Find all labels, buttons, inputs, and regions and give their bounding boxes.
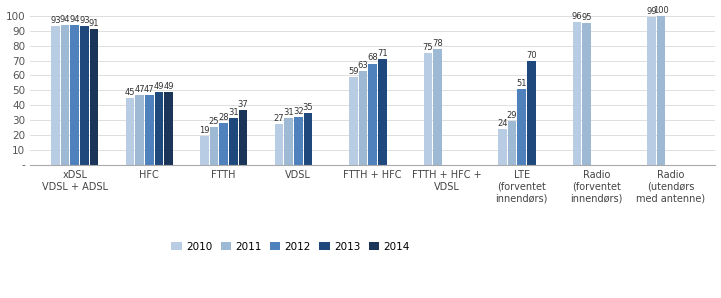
Text: 31: 31	[283, 108, 294, 117]
Bar	[51, 26, 60, 164]
Text: 31: 31	[228, 108, 239, 117]
Text: 94: 94	[69, 15, 80, 24]
Text: 32: 32	[293, 107, 304, 116]
Text: 28: 28	[218, 113, 229, 122]
Bar	[359, 71, 367, 164]
Bar	[210, 128, 218, 164]
Bar	[294, 117, 303, 164]
Text: 29: 29	[507, 111, 517, 120]
Text: 95: 95	[581, 13, 592, 22]
Bar	[424, 53, 432, 164]
Bar	[90, 29, 98, 164]
Bar	[200, 136, 208, 164]
Text: 51: 51	[516, 79, 527, 88]
Bar	[518, 89, 526, 164]
Bar	[239, 110, 247, 164]
Text: 37: 37	[238, 100, 249, 108]
Bar	[433, 49, 442, 164]
Text: 47: 47	[134, 85, 145, 94]
Text: 100: 100	[653, 6, 669, 15]
Bar	[304, 113, 312, 164]
Text: 49: 49	[164, 82, 174, 91]
Text: 27: 27	[273, 114, 284, 123]
Text: 93: 93	[50, 16, 61, 25]
Bar	[508, 122, 516, 164]
Text: 68: 68	[368, 53, 378, 63]
Text: 24: 24	[497, 119, 508, 128]
Bar	[527, 60, 536, 164]
Bar	[583, 23, 590, 164]
Text: 78: 78	[432, 39, 443, 48]
Text: 63: 63	[358, 61, 368, 70]
Text: 19: 19	[199, 126, 210, 135]
Bar	[498, 129, 507, 164]
Text: 75: 75	[423, 43, 433, 52]
Text: 91: 91	[89, 19, 99, 28]
Text: 94: 94	[60, 15, 71, 24]
Bar	[368, 63, 377, 164]
Text: 47: 47	[144, 85, 154, 94]
Bar	[647, 18, 655, 164]
Bar	[229, 119, 238, 164]
Text: 35: 35	[303, 103, 313, 111]
Text: 99: 99	[646, 7, 657, 16]
Text: 49: 49	[154, 82, 164, 91]
Bar	[155, 92, 163, 164]
Bar	[125, 98, 134, 164]
Text: 93: 93	[79, 16, 89, 25]
Bar	[275, 125, 283, 164]
Bar	[284, 119, 293, 164]
Bar	[349, 77, 358, 164]
Text: 70: 70	[526, 50, 536, 60]
Text: 71: 71	[377, 49, 388, 58]
Bar	[657, 16, 665, 164]
Text: 96: 96	[572, 12, 582, 21]
Bar	[572, 22, 581, 164]
Bar	[379, 59, 386, 164]
Text: 45: 45	[125, 88, 135, 97]
Bar	[136, 95, 143, 164]
Bar	[71, 25, 79, 164]
Bar	[219, 123, 228, 164]
Bar	[164, 92, 173, 164]
Bar	[80, 26, 89, 164]
Bar	[61, 25, 69, 164]
Text: 25: 25	[209, 117, 219, 126]
Legend: 2010, 2011, 2012, 2013, 2014: 2010, 2011, 2012, 2013, 2014	[172, 242, 410, 252]
Text: 59: 59	[348, 67, 358, 76]
Bar	[145, 95, 154, 164]
